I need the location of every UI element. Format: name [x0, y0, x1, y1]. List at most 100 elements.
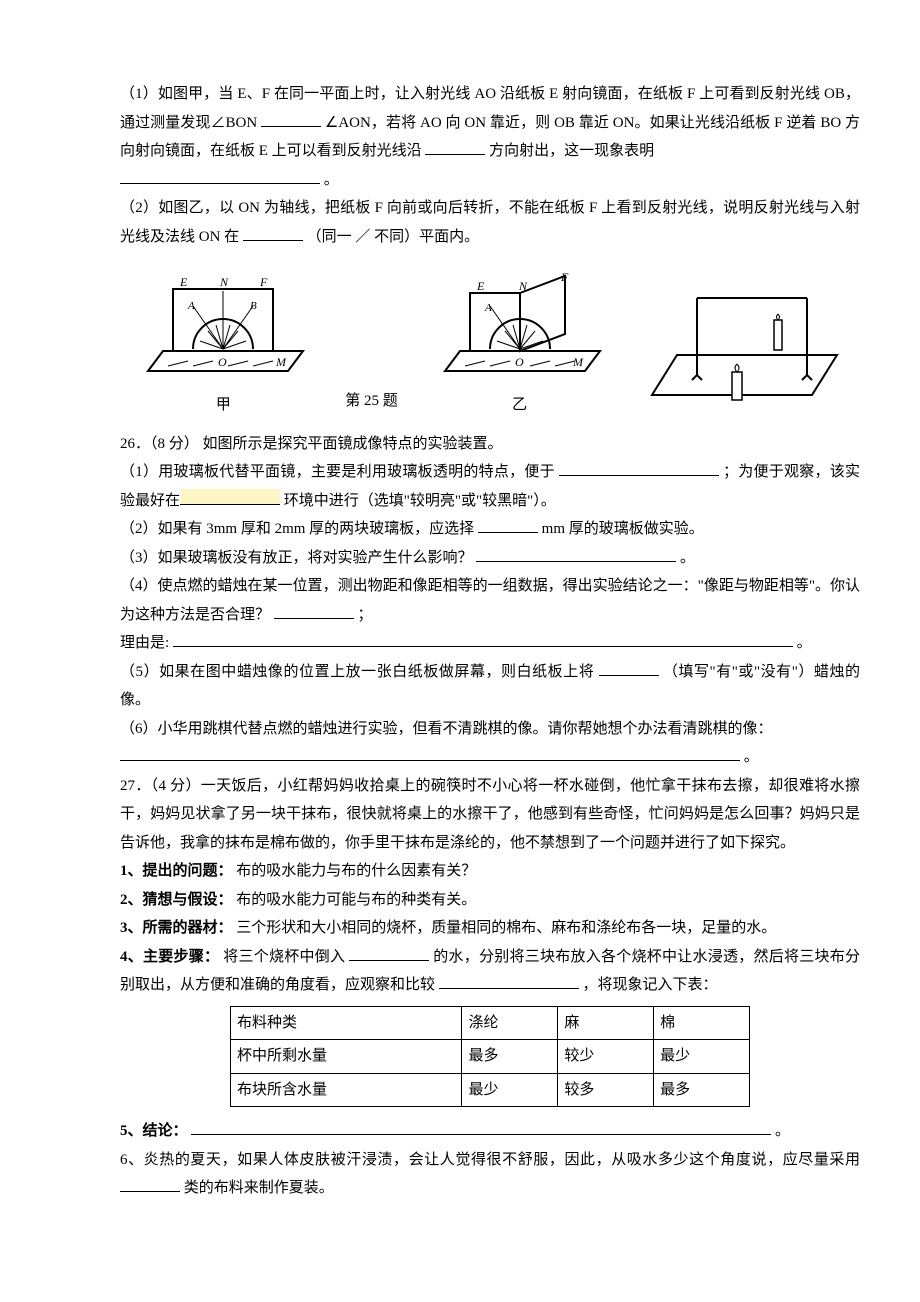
q27-head: 27．（4 分）一天饭后，小红帮妈妈收拾桌上的碗筷时不小心将一杯水碰倒，他忙拿干…: [120, 772, 860, 858]
q26-reason: 理由是: 。: [120, 629, 860, 658]
svg-text:B: B: [250, 300, 257, 312]
mirror-setup-icon: [642, 280, 842, 410]
q26-p5: （5）如果在图中蜡烛像的位置上放一张白纸板做屏幕，则白纸板上将 （填写"有"或"…: [120, 658, 860, 715]
blank-q25-3[interactable]: [120, 168, 320, 184]
q26-p6-a: （6）小华用跳棋代替点燃的蜡烛进行实验，但看不清跳棋的像。请你帮她想个办法看清跳…: [120, 721, 773, 737]
q27-s4-a: 将三个烧杯中倒入: [223, 949, 345, 965]
blank-q25-4[interactable]: [243, 225, 303, 241]
q26-reason-label: 理由是:: [120, 635, 169, 651]
q26-p5-a: （5）如果在图中蜡烛像的位置上放一张白纸板做屏幕，则白纸板上将: [120, 664, 594, 680]
q26-p6-b: 。: [744, 749, 759, 765]
caption-yi: 乙: [435, 391, 605, 420]
q26-p4: （4）使点燃的蜡烛在某一位置，测出物距和像距相等的一组数据，得出实验结论之一："…: [120, 572, 860, 629]
q27-s4-c: ，将现象记入下表：: [583, 977, 718, 993]
table-cell: 最多: [654, 1073, 750, 1107]
blank-q26-8[interactable]: [120, 745, 740, 761]
figure-mirror: [642, 280, 842, 410]
q26-p2: （2）如果有 3mm 厚和 2mm 厚的两块玻璃板，应选择 mm 厚的玻璃板做实…: [120, 515, 860, 544]
svg-text:O: O: [218, 355, 227, 369]
svg-text:F: F: [560, 271, 569, 284]
svg-text:A: A: [187, 300, 195, 312]
blank-q26-2[interactable]: [180, 489, 280, 505]
blank-q27-4[interactable]: [120, 1176, 180, 1192]
q26-p4-a: （4）使点燃的蜡烛在某一位置，测出物距和像距相等的一组数据，得出实验结论之一："…: [120, 578, 860, 623]
blank-q26-1[interactable]: [559, 460, 719, 476]
q27-s2: 2、猜想与假设： 布的吸水能力可能与布的种类有关。: [120, 886, 860, 915]
blank-q27-2[interactable]: [439, 973, 579, 989]
q27-s6-a: 6、炎热的夏天，如果人体皮肤被汗浸渍，会让人觉得很不舒服，因此，从吸水多少这个角…: [120, 1152, 860, 1168]
blank-q26-7[interactable]: [599, 660, 659, 676]
table-cell: 杯中所剩水量: [231, 1040, 462, 1074]
table-row: 杯中所剩水量 最多 较少 最少: [231, 1040, 750, 1074]
caption-jia: 甲: [138, 391, 308, 420]
table-row: 布料种类 涤纶 麻 棉: [231, 1006, 750, 1040]
table-cell: 涤纶: [462, 1006, 558, 1040]
q27-s5: 5、结论： 。: [120, 1117, 860, 1146]
table-cell: 布块所含水量: [231, 1073, 462, 1107]
q27-s5-label: 5、结论：: [120, 1123, 188, 1139]
q25-p2-a: （2）如图乙，以 ON 为轴线，把纸板 F 向前或向后转折，不能在纸板 F 上看…: [120, 200, 860, 245]
caption-center: 第 25 题: [345, 387, 398, 416]
q26-p2-b: mm 厚的玻璃板做实验。: [542, 521, 704, 537]
table-cell: 较少: [558, 1040, 654, 1074]
svg-text:O: O: [515, 355, 524, 369]
q26-p3-a: （3）如果玻璃板没有放正，将对实验产生什么影响？: [120, 550, 473, 566]
blank-q27-3[interactable]: [191, 1119, 771, 1135]
q27-s2-label: 2、猜想与假设：: [120, 892, 233, 908]
table-cell: 最多: [462, 1040, 558, 1074]
figure-yi: E N F A O M 乙: [435, 271, 605, 420]
blank-q27-1[interactable]: [349, 945, 429, 961]
blank-q26-4[interactable]: [476, 546, 676, 562]
q27-s1: 1、提出的问题： 布的吸水能力与布的什么因素有关？: [120, 857, 860, 886]
svg-text:N: N: [219, 275, 229, 289]
q26-p4-c: 。: [797, 635, 812, 651]
table-cell: 棉: [654, 1006, 750, 1040]
q25-p2: （2）如图乙，以 ON 为轴线，把纸板 F 向前或向后转折，不能在纸板 F 上看…: [120, 194, 860, 251]
figure-jia: E N F A B O M: [138, 271, 308, 420]
svg-text:M: M: [275, 355, 287, 369]
q26-p3: （3）如果玻璃板没有放正，将对实验产生什么影响？ 。: [120, 544, 860, 573]
q27-s3-text: 三个形状和大小相同的烧杯，质量相同的棉布、麻布和涤纶布各一块，足量的水。: [236, 920, 776, 936]
q27-s3-label: 3、所需的器材：: [120, 920, 233, 936]
q26-head: 26．（8 分） 如图所示是探究平面镜成像特点的实验装置。: [120, 430, 860, 459]
blank-q25-1[interactable]: [261, 111, 321, 127]
q27-s6-b: 类的布料来制作夏装。: [184, 1180, 334, 1196]
q25-figure-row: E N F A B O M: [120, 271, 860, 420]
q27-s3: 3、所需的器材： 三个形状和大小相同的烧杯，质量相同的棉布、麻布和涤纶布各一块，…: [120, 914, 860, 943]
q26-p4-b: ；: [358, 607, 373, 623]
q27-s4-label: 4、主要步骤：: [120, 949, 219, 965]
q26-p3-b: 。: [680, 550, 695, 566]
table-cell: 布料种类: [231, 1006, 462, 1040]
q27-s1-label: 1、提出的问题：: [120, 863, 233, 879]
q26-p6: （6）小华用跳棋代替点燃的蜡烛进行实验，但看不清跳棋的像。请你帮她想个办法看清跳…: [120, 715, 860, 772]
svg-text:N: N: [518, 279, 528, 293]
q26-p1: （1）用玻璃板代替平面镜，主要是利用玻璃板透明的特点，便于 ；为便于观察，该实验…: [120, 458, 860, 515]
blank-q26-5[interactable]: [274, 603, 354, 619]
table-cell: 麻: [558, 1006, 654, 1040]
svg-text:E: E: [179, 275, 188, 289]
q27-s4: 4、主要步骤： 将三个烧杯中倒入 的水，分别将三块布放入各个烧杯中让水浸透，然后…: [120, 943, 860, 1000]
svg-text:M: M: [572, 355, 584, 369]
q27-s6: 6、炎热的夏天，如果人体皮肤被汗浸渍，会让人觉得很不舒服，因此，从吸水多少这个角…: [120, 1146, 860, 1203]
table-cell: 较多: [558, 1073, 654, 1107]
q26-p2-a: （2）如果有 3mm 厚和 2mm 厚的两块玻璃板，应选择: [120, 521, 474, 537]
q25-p2-b: （同一 ／ 不同）平面内。: [307, 229, 480, 245]
q27-s2-text: 布的吸水能力可能与布的种类有关。: [236, 892, 476, 908]
blank-q26-3[interactable]: [478, 517, 538, 533]
table-cell: 最少: [654, 1040, 750, 1074]
blank-q26-6[interactable]: [173, 631, 793, 647]
q26-p1-a: （1）用玻璃板代替平面镜，主要是利用玻璃板透明的特点，便于: [120, 464, 555, 480]
q27-s1-text: 布的吸水能力与布的什么因素有关？: [236, 863, 476, 879]
q25-p1-d: 。: [324, 172, 339, 188]
q27-s5-b: 。: [775, 1123, 790, 1139]
svg-text:E: E: [476, 279, 485, 293]
table-row: 布块所含水量 最少 较多 最多: [231, 1073, 750, 1107]
page: 26 题图 （1）如图甲，当 E、F 在同一平面上时，让入射光线 AO 沿纸板 …: [0, 0, 920, 1302]
table-cell: 最少: [462, 1073, 558, 1107]
q25-p1: （1）如图甲，当 E、F 在同一平面上时，让入射光线 AO 沿纸板 E 射向镜面…: [120, 80, 860, 194]
diagram-yi-icon: E N F A O M: [435, 271, 605, 391]
diagram-jia-icon: E N F A B O M: [138, 271, 308, 391]
blank-q25-2[interactable]: [425, 139, 485, 155]
q25-p1-c: 方向射出，这一现象表明: [489, 143, 654, 159]
q27-table: 布料种类 涤纶 麻 棉 杯中所剩水量 最多 较少 最少 布块所含水量 最少 较多…: [230, 1006, 750, 1108]
